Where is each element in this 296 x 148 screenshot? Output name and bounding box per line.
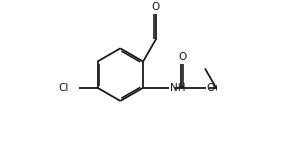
Text: Cl: Cl	[59, 83, 69, 93]
Text: O: O	[207, 83, 215, 94]
Text: O: O	[151, 2, 160, 12]
Text: O: O	[178, 52, 186, 62]
Text: NH: NH	[170, 83, 185, 94]
